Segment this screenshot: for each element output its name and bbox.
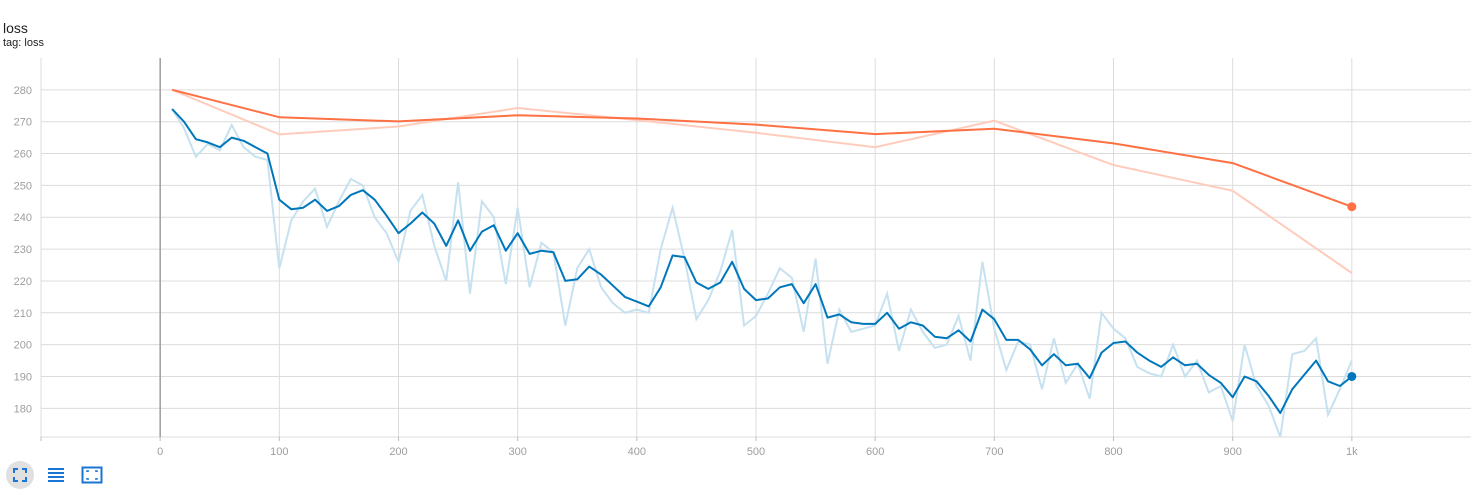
series-0-smoothed-line xyxy=(171,88,1353,208)
x-tick-label: 500 xyxy=(747,446,765,458)
y-tick-label: 230 xyxy=(14,244,32,256)
series-1-smoothed-line xyxy=(171,108,1353,415)
x-tick-label: 300 xyxy=(508,446,526,458)
series-0-raw-line xyxy=(171,88,1353,274)
fit-domain-button[interactable] xyxy=(6,461,34,489)
y-tick-label: 280 xyxy=(14,85,32,97)
fit-frame-icon xyxy=(81,466,103,484)
y-tick-label: 270 xyxy=(14,117,32,129)
y-tick-label: 250 xyxy=(14,180,32,192)
y-tick-label: 260 xyxy=(14,149,32,161)
series-1-raw-line xyxy=(171,108,1353,437)
y-tick-label: 210 xyxy=(14,308,32,320)
y-tick-label: 220 xyxy=(14,276,32,288)
series-0-end-point xyxy=(1347,202,1357,212)
y-tick-label: 200 xyxy=(14,340,32,352)
x-tick-label: 1k xyxy=(1346,446,1358,458)
x-tick-label: 700 xyxy=(985,446,1003,458)
x-tick-label: 800 xyxy=(1104,446,1122,458)
x-tick-label: 100 xyxy=(270,446,288,458)
chart-tag: tag: loss xyxy=(3,37,44,49)
x-tick-label: 400 xyxy=(628,446,646,458)
x-tick-label: 0 xyxy=(157,446,163,458)
y-tick-label: 180 xyxy=(14,403,32,415)
x-tick-label: 200 xyxy=(389,446,407,458)
chart-toolbar xyxy=(6,461,106,489)
y-tick-label: 240 xyxy=(14,212,32,224)
series-1-end-point xyxy=(1347,371,1357,381)
toggle-log-scale-button[interactable] xyxy=(42,461,70,489)
fit-to-data-button[interactable] xyxy=(78,461,106,489)
chart-title: loss xyxy=(3,20,28,36)
x-tick-label: 900 xyxy=(1223,446,1241,458)
x-tick-label: 600 xyxy=(866,446,884,458)
expand-corners-icon xyxy=(13,468,27,482)
list-lines-icon xyxy=(48,468,64,482)
y-tick-label: 190 xyxy=(14,371,32,383)
